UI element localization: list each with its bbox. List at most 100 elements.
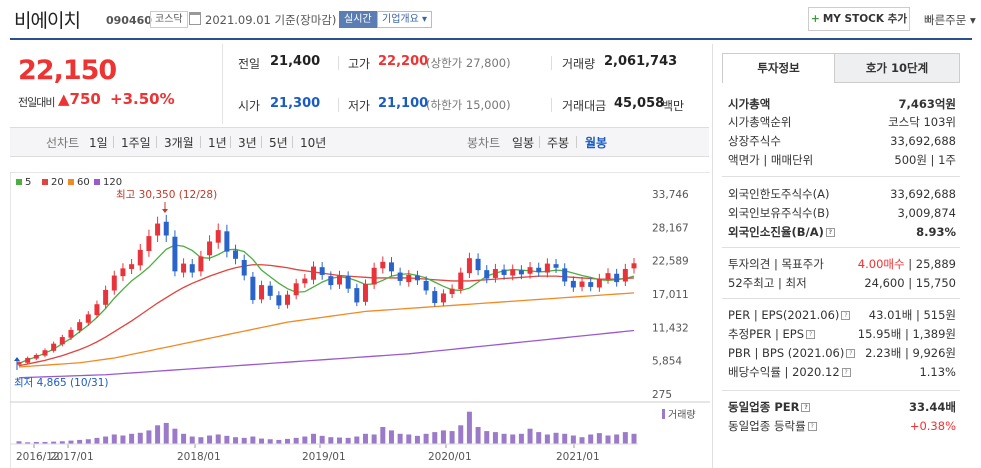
quick-order-dropdown[interactable]: 빠른주문 ▾ [924, 13, 976, 27]
volume-bar [336, 437, 342, 444]
volume-bar [198, 437, 204, 444]
divider [722, 298, 960, 299]
candle-body [276, 295, 282, 306]
calendar-icon [189, 12, 201, 25]
info-icon[interactable]: ? [807, 422, 817, 431]
period-tab[interactable]: 3년 [238, 136, 257, 150]
period-tab[interactable]: 1일 [89, 136, 108, 150]
volume-bar [536, 432, 542, 444]
volume-bar [51, 441, 57, 444]
info-icon[interactable]: ? [846, 349, 856, 358]
market-cap-rank-row: 시가총액순위 코스닥 103위 [728, 115, 956, 129]
candle-body [440, 293, 446, 303]
low-label: 저가 [348, 99, 371, 113]
tab-investment-info[interactable]: 투자정보 [722, 53, 835, 83]
candle-body [475, 258, 481, 271]
candle-body [163, 221, 169, 236]
divider [230, 136, 231, 148]
industry-per-row: 동일업종 PER? 33.44배 [728, 400, 956, 414]
period-tab[interactable]: 5년 [269, 136, 288, 150]
candle-body [622, 268, 628, 282]
candle-body [371, 267, 377, 285]
divider [722, 176, 960, 177]
x-tick-label: 2019/01 [302, 451, 346, 463]
divider [576, 136, 577, 148]
candle-body [388, 262, 394, 272]
volume-bar [579, 437, 585, 444]
x-tick-label: 2018/01 [177, 451, 221, 463]
info-icon[interactable]: ? [841, 368, 851, 377]
divider [222, 44, 223, 124]
legend-label: 5 [25, 177, 31, 188]
base-date: 2021.09.01 기준(장마감) [205, 13, 337, 27]
volume-bar [68, 440, 74, 444]
realtime-button[interactable]: 실시간 [339, 11, 377, 28]
volume-bar [302, 436, 308, 444]
volume-bar [518, 433, 524, 444]
period-tab[interactable]: 10년 [300, 136, 327, 150]
low-annotation: 최저 4,865 (10/31) [14, 377, 109, 389]
candle-body [68, 329, 74, 338]
volume-bar [77, 439, 83, 444]
candle-body [293, 283, 299, 296]
tab-order-book[interactable]: 호가 10단계 [834, 53, 960, 83]
per-eps-row: PER | EPS(2021.06)? 43.01배 | 515원 [728, 308, 956, 322]
volume-bar [129, 433, 135, 444]
info-icon[interactable]: ? [825, 228, 835, 237]
prev-close-value: 21,400 [270, 54, 321, 69]
candle-body [345, 276, 351, 289]
legend-label: 60 [77, 177, 90, 188]
volume-bar [388, 430, 394, 444]
period-tab[interactable]: 1주일 [121, 136, 151, 150]
amount-label: 거래대금 [562, 99, 607, 113]
candle-body [605, 273, 611, 280]
candle-chart-label: 봉차트 [467, 136, 501, 150]
x-tick-label: 2021/01 [556, 451, 600, 463]
volume-bar [622, 432, 628, 444]
market-cap-row: 시가총액 7,463억원 [728, 97, 956, 111]
volume-bar [94, 437, 100, 444]
candle-body [215, 230, 221, 243]
candle-body [553, 264, 559, 268]
volume-bar [449, 431, 455, 444]
volume-bar [484, 431, 490, 444]
high-annotation: 최고 30,350 (12/28) [116, 189, 217, 201]
y-tick-label: 28,167 [652, 222, 689, 234]
period-tab[interactable]: 1년 [208, 136, 227, 150]
candle-body [181, 263, 187, 273]
candle-tab-monthly[interactable]: 월봉 [585, 136, 608, 150]
legend-swatch [94, 179, 100, 185]
divider [551, 56, 552, 70]
volume-bar [137, 432, 143, 444]
current-price: 22,150 [18, 55, 117, 86]
candle-tab-daily[interactable]: 일봉 [512, 136, 535, 150]
volume-bar [215, 434, 221, 444]
header-divider [10, 38, 972, 40]
candle-body [458, 272, 464, 290]
candle-body [250, 276, 256, 301]
add-my-stock-button[interactable]: + MY STOCK 추가 [808, 7, 910, 31]
candle-body [406, 274, 412, 283]
x-tick-label: 2017/01 [50, 451, 94, 463]
candle-body [579, 281, 585, 287]
candle-tab-weekly[interactable]: 주봉 [547, 136, 570, 150]
legend-swatch [42, 179, 48, 185]
candle-body [59, 337, 65, 345]
candle-body [198, 256, 204, 272]
info-icon[interactable]: ? [841, 311, 851, 320]
company-overview-dropdown[interactable]: 기업개요 ▾ [377, 11, 432, 28]
volume-bar [172, 428, 178, 444]
candle-body [614, 273, 620, 283]
period-tab[interactable]: 3개월 [164, 136, 194, 150]
line-chart-label: 선차트 [46, 136, 80, 150]
candle-body [380, 261, 386, 269]
candle-body [137, 249, 143, 266]
moving-average-ma5 [18, 244, 635, 364]
info-icon[interactable]: ? [806, 330, 816, 339]
candle-body [172, 236, 178, 272]
plus-icon: + [811, 13, 820, 25]
info-icon[interactable]: ? [801, 403, 811, 412]
volume-bar [224, 435, 230, 444]
amount-unit: 백만 [662, 99, 685, 113]
volume-bar [354, 436, 360, 444]
